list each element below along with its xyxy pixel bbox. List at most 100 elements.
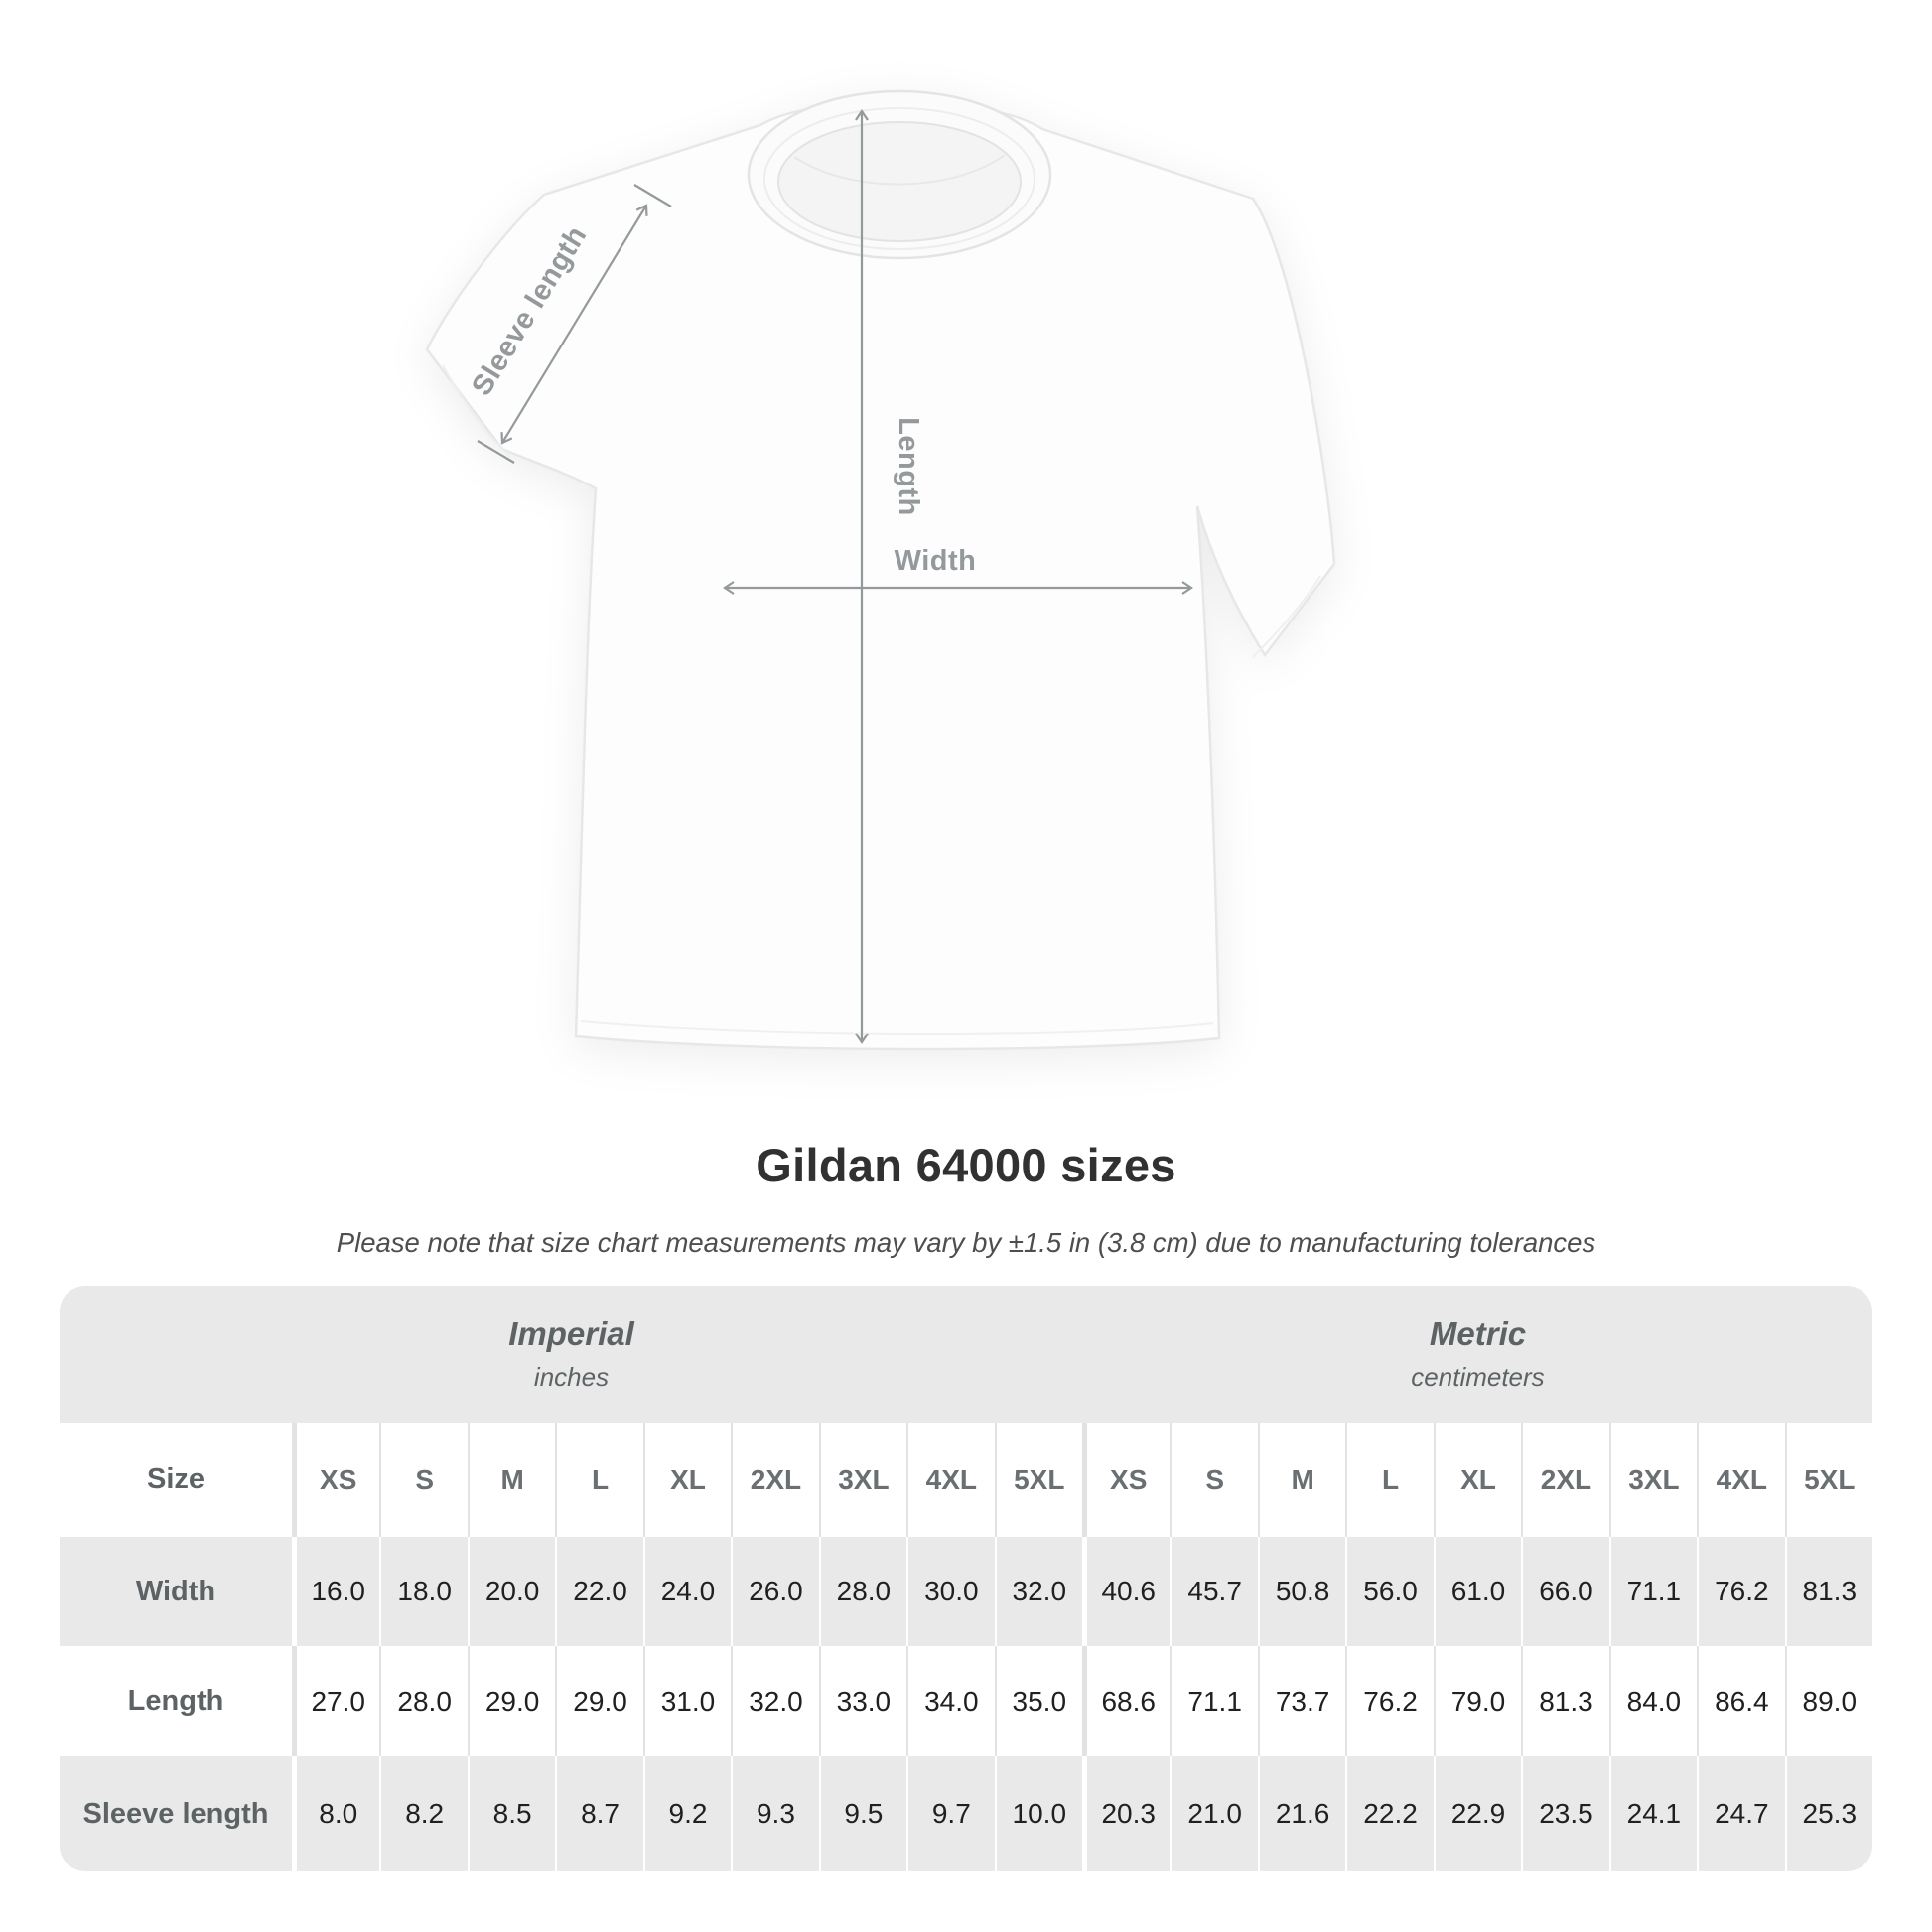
size-column-header: L — [555, 1423, 642, 1537]
length-value-cell: 31.0 — [642, 1646, 731, 1756]
sleeve-length-value-cell: 8.0 — [292, 1756, 379, 1871]
sleeve-length-start-tick — [477, 440, 515, 464]
width-value-cell: 71.1 — [1608, 1537, 1697, 1646]
imperial-title: Imperial — [508, 1315, 634, 1352]
sleeve-length-value-cell: 8.2 — [379, 1756, 467, 1871]
length-label: Length — [893, 417, 924, 516]
length-row: Length 27.0 28.0 29.0 29.0 31.0 32.0 33.0 34.0 3… — [60, 1646, 1872, 1756]
sleeve-length-row-label: Sleeve length — [82, 1797, 269, 1830]
sleeve-length-row: Sleeve length 8.0 8.2 8.5 8.7 9.2 9.3 9.5 9.7 10… — [60, 1756, 1872, 1871]
size-column-header: 2XL — [1521, 1423, 1608, 1537]
width-value-cell: 30.0 — [906, 1537, 994, 1646]
size-column-header: 5XL — [994, 1423, 1082, 1537]
size-column-header: S — [379, 1423, 467, 1537]
sleeve-length-value-cell: 21.0 — [1170, 1756, 1257, 1871]
length-value-cell: 29.0 — [555, 1646, 642, 1756]
imperial-unit: inches — [533, 1362, 610, 1392]
collar-opening — [777, 121, 1022, 242]
length-value-cell: 84.0 — [1608, 1646, 1697, 1756]
length-value-cell: 29.0 — [467, 1646, 555, 1756]
sleeve-length-value-cell: 9.3 — [731, 1756, 818, 1871]
size-corner-label: Size — [146, 1463, 206, 1495]
page-title: Gildan 64000 sizes — [756, 1139, 1176, 1191]
sleeve-length-value-cell: 22.9 — [1433, 1756, 1521, 1871]
length-value-cell: 79.0 — [1433, 1646, 1521, 1756]
right-sleeve-hem-seam — [1252, 575, 1321, 658]
left-sleeve-hem-seam — [442, 364, 511, 458]
length-value-cell: 34.0 — [906, 1646, 994, 1756]
length-value-cell: 73.7 — [1257, 1646, 1345, 1756]
width-value-cell: 66.0 — [1521, 1537, 1608, 1646]
width-value-cell: 32.0 — [994, 1537, 1082, 1646]
size-column-header: S — [1170, 1423, 1257, 1537]
metric-header: Metric centimeters — [1083, 1286, 1872, 1423]
sleeve-length-value-cell: 23.5 — [1521, 1756, 1608, 1871]
width-value-cell: 50.8 — [1257, 1537, 1345, 1646]
width-value-cell: 28.0 — [818, 1537, 906, 1646]
sleeve-length-value-cell: 8.7 — [555, 1756, 642, 1871]
sleeve-length-value-cell: 9.5 — [818, 1756, 906, 1871]
width-value-cell: 20.0 — [467, 1537, 555, 1646]
size-header-row: Size XS S M L XL 2XL 3XL 4XL 5XL XS S M L XL 2XL 3XL 4XL… — [60, 1423, 1872, 1537]
length-value-cell: 32.0 — [731, 1646, 818, 1756]
width-value-cell: 56.0 — [1345, 1537, 1433, 1646]
width-row: Width 16.0 18.0 20.0 22.0 24.0 26.0 28.0 30.0 32… — [60, 1537, 1872, 1646]
width-value-cell: 16.0 — [292, 1537, 379, 1646]
size-column-header: L — [1345, 1423, 1433, 1537]
length-dimension: Length — [855, 109, 924, 1044]
sleeve-length-arrow — [500, 204, 648, 445]
units-header-row: Imperial inches Metric centimeters — [60, 1286, 1872, 1423]
length-value-cell: 76.2 — [1345, 1646, 1433, 1756]
size-column-header: M — [467, 1423, 555, 1537]
sleeve-length-value-cell: 24.7 — [1697, 1756, 1784, 1871]
size-column-header: M — [1257, 1423, 1345, 1537]
width-value-cell: 40.6 — [1081, 1537, 1170, 1646]
sleeve-length-value-cell: 21.6 — [1257, 1756, 1345, 1871]
size-column-header: 2XL — [731, 1423, 818, 1537]
metric-unit: centimeters — [1411, 1362, 1545, 1392]
width-dimension: Width — [723, 545, 1193, 595]
size-column-header: XS — [292, 1423, 379, 1537]
length-value-cell: 28.0 — [379, 1646, 467, 1756]
length-value-cell: 71.1 — [1170, 1646, 1257, 1756]
tshirt-illustration — [425, 89, 1336, 1051]
sleeve-length-end-tick — [633, 184, 672, 207]
sleeve-length-value-cell: 9.2 — [642, 1756, 731, 1871]
size-column-header: 4XL — [1697, 1423, 1784, 1537]
imperial-header: Imperial inches — [60, 1286, 1083, 1423]
length-value-cell: 86.4 — [1697, 1646, 1784, 1756]
length-value-cell: 68.6 — [1081, 1646, 1170, 1756]
sleeve-length-value-cell: 9.7 — [906, 1756, 994, 1871]
length-value-cell: 81.3 — [1521, 1646, 1608, 1756]
sleeve-length-value-cell: 20.3 — [1081, 1756, 1170, 1871]
sleeve-length-value-cell: 25.3 — [1784, 1756, 1872, 1871]
length-row-label: Length — [127, 1685, 224, 1717]
width-value-cell: 22.0 — [555, 1537, 642, 1646]
back-collar-seam — [793, 154, 1006, 186]
width-label: Width — [895, 545, 977, 577]
length-value-cell: 27.0 — [292, 1646, 379, 1756]
length-value-cell: 35.0 — [994, 1646, 1082, 1756]
tolerance-note: Please note that size chart measurements… — [336, 1227, 1596, 1258]
size-column-header: 5XL — [1784, 1423, 1872, 1537]
width-value-cell: 26.0 — [731, 1537, 818, 1646]
size-table: Imperial inches Metric centimeters Size … — [60, 1286, 1872, 1871]
width-value-cell: 18.0 — [379, 1537, 467, 1646]
tshirt-measurement-diagram: Sleeve length Length Width — [425, 89, 1336, 1051]
hem-seam — [580, 1020, 1214, 1035]
width-value-cell: 45.7 — [1170, 1537, 1257, 1646]
size-column-header: XL — [642, 1423, 731, 1537]
width-value-cell: 61.0 — [1433, 1537, 1521, 1646]
sleeve-length-value-cell: 22.2 — [1345, 1756, 1433, 1871]
width-value-cell: 81.3 — [1784, 1537, 1872, 1646]
size-column-header: 3XL — [1608, 1423, 1697, 1537]
length-value-cell: 89.0 — [1784, 1646, 1872, 1756]
length-value-cell: 33.0 — [818, 1646, 906, 1756]
width-value-cell: 76.2 — [1697, 1537, 1784, 1646]
sleeve-length-value-cell: 8.5 — [467, 1756, 555, 1871]
metric-title: Metric — [1429, 1315, 1527, 1352]
size-column-header: XS — [1081, 1423, 1170, 1537]
size-column-header: XL — [1433, 1423, 1521, 1537]
size-column-header: 3XL — [818, 1423, 906, 1537]
size-column-header: 4XL — [906, 1423, 994, 1537]
